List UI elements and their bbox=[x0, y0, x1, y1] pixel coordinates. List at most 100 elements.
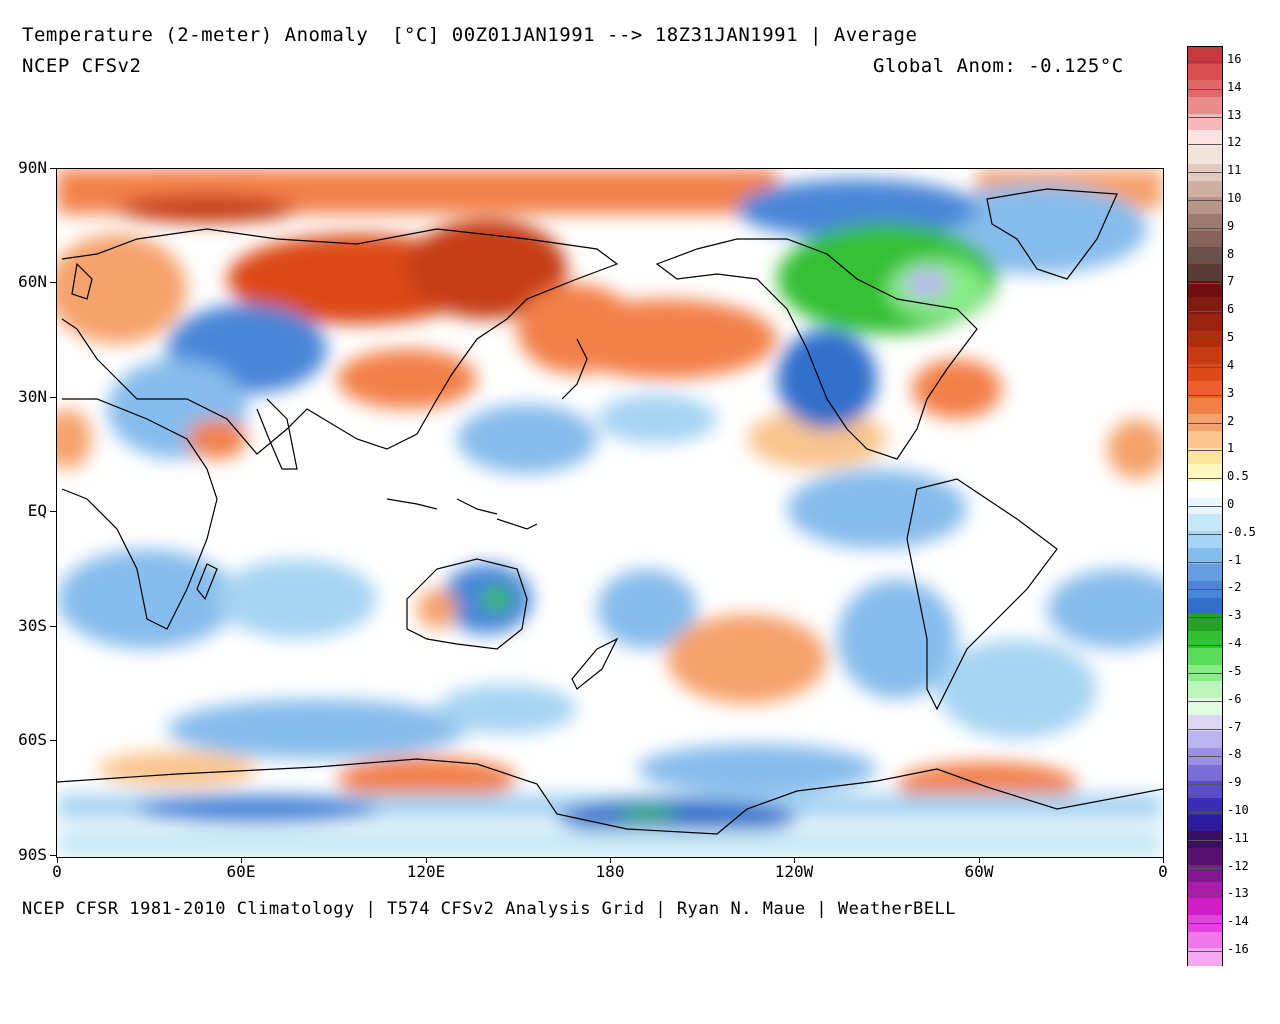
colorbar-label: 11 bbox=[1227, 163, 1242, 178]
colorbar-tick bbox=[1188, 839, 1222, 841]
colorbar-tick bbox=[1188, 700, 1222, 702]
lat-label-90s: 90S bbox=[18, 845, 47, 864]
colorbar-cell bbox=[1188, 447, 1222, 465]
colorbar-cell bbox=[1188, 714, 1222, 732]
colorbar-cell bbox=[1188, 948, 1222, 966]
lon-label-120w: 120W bbox=[774, 862, 814, 881]
colorbar-tick bbox=[1188, 756, 1222, 758]
colorbar-tick bbox=[1188, 172, 1222, 174]
lat-label-60s: 60S bbox=[18, 730, 47, 749]
colorbar-label: -6 bbox=[1227, 691, 1242, 706]
colorbar-label: -2 bbox=[1227, 580, 1242, 595]
colorbar-label: 8 bbox=[1227, 246, 1235, 261]
colorbar-cell bbox=[1188, 213, 1222, 232]
lon-tick bbox=[1163, 857, 1164, 863]
colorbar-cell bbox=[1188, 898, 1222, 916]
lat-label-eq: EQ bbox=[27, 501, 47, 520]
colorbar-cell bbox=[1188, 764, 1222, 782]
anomaly-shading bbox=[57, 169, 1163, 857]
colorbar-label: 9 bbox=[1227, 218, 1235, 233]
colorbar-tick bbox=[1188, 60, 1222, 62]
colorbar-cell bbox=[1188, 314, 1222, 332]
colorbar-cell bbox=[1188, 697, 1222, 716]
colorbar-label: 2 bbox=[1227, 413, 1235, 428]
colorbar-label: -1 bbox=[1227, 552, 1242, 567]
colorbar-tick bbox=[1188, 923, 1222, 925]
lat-tick bbox=[50, 740, 56, 741]
lon-label-0-east: 0 bbox=[1158, 862, 1168, 881]
colorbar-tick bbox=[1188, 144, 1222, 146]
lon-tick bbox=[610, 857, 611, 863]
colorbar-label: -5 bbox=[1227, 663, 1242, 678]
lon-tick bbox=[794, 857, 795, 863]
colorbar-cell bbox=[1188, 230, 1222, 248]
colorbar-cell bbox=[1188, 731, 1222, 749]
colorbar-tick bbox=[1188, 450, 1222, 452]
colorbar-tick bbox=[1188, 506, 1222, 507]
colorbar-cell bbox=[1188, 197, 1222, 215]
colorbar-tick bbox=[1188, 227, 1222, 229]
colorbar-tick bbox=[1188, 951, 1222, 953]
colorbar-tick bbox=[1188, 728, 1222, 730]
lat-tick bbox=[50, 282, 56, 283]
colorbar-cell bbox=[1188, 130, 1222, 148]
colorbar-tick bbox=[1188, 366, 1222, 368]
colorbar-label: 3 bbox=[1227, 385, 1235, 400]
colorbar-tick bbox=[1188, 672, 1222, 674]
colorbar-cell bbox=[1188, 97, 1222, 115]
colorbar-cell bbox=[1188, 347, 1222, 365]
colorbar-cell bbox=[1188, 931, 1222, 949]
colorbar-cell bbox=[1188, 647, 1222, 666]
colorbar-label: 6 bbox=[1227, 302, 1235, 317]
colorbar-cell bbox=[1188, 631, 1222, 649]
colorbar-label: -10 bbox=[1227, 803, 1249, 817]
lon-tick bbox=[426, 857, 427, 863]
colorbar-label: -0.5 bbox=[1227, 524, 1256, 539]
colorbar-cell bbox=[1188, 180, 1222, 198]
colorbar-label: -12 bbox=[1227, 858, 1249, 873]
lat-label-90n: 90N bbox=[18, 158, 47, 177]
global-anomaly-readout: Global Anom: -0.125°C bbox=[873, 55, 1124, 77]
colorbar-tick bbox=[1188, 311, 1222, 313]
colorbar-label: 1 bbox=[1227, 441, 1235, 456]
map-title: Temperature (2-meter) Anomaly [°C] 00Z01… bbox=[22, 24, 918, 46]
lon-label-60e: 60E bbox=[226, 862, 256, 881]
colorbar-tick bbox=[1188, 283, 1222, 285]
colorbar-cell bbox=[1188, 297, 1222, 315]
colorbar-cell bbox=[1188, 113, 1222, 132]
lon-label-180: 180 bbox=[595, 862, 625, 881]
colorbar-cell bbox=[1188, 681, 1222, 699]
colorbar-cell bbox=[1188, 147, 1222, 165]
colorbar-tick bbox=[1188, 589, 1222, 591]
colorbar-label: -13 bbox=[1227, 886, 1249, 901]
colorbar-label: 0 bbox=[1227, 497, 1235, 511]
colorbar-tick bbox=[1188, 867, 1222, 869]
colorbar-label: -14 bbox=[1227, 914, 1249, 929]
colorbar-cell bbox=[1188, 881, 1222, 899]
colorbar-label: 5 bbox=[1227, 330, 1235, 345]
colorbar-label: -3 bbox=[1227, 608, 1242, 623]
credits-footer: NCEP CFSR 1981-2010 Climatology | T574 C… bbox=[22, 899, 956, 919]
colorbar-cell bbox=[1188, 380, 1222, 399]
colorbar-tick bbox=[1188, 812, 1222, 813]
colorbar-label: 0.5 bbox=[1227, 469, 1249, 484]
colorbar-cell bbox=[1188, 864, 1222, 883]
colorbar-label: -8 bbox=[1227, 747, 1242, 762]
colorbar-cell bbox=[1188, 364, 1222, 382]
anomaly-field bbox=[57, 169, 1163, 857]
colorbar-tick bbox=[1188, 394, 1222, 396]
colorbar-label: 14 bbox=[1227, 79, 1242, 94]
lon-tick bbox=[57, 857, 58, 863]
colorbar-tick bbox=[1188, 617, 1222, 619]
colorbar-tick bbox=[1188, 200, 1222, 201]
colorbar-label: -9 bbox=[1227, 775, 1242, 790]
colorbar bbox=[1187, 46, 1223, 966]
colorbar-cell bbox=[1188, 814, 1222, 833]
lon-tick bbox=[979, 857, 980, 863]
colorbar-cell bbox=[1188, 47, 1222, 65]
colorbar-label: 7 bbox=[1227, 274, 1235, 289]
lat-tick bbox=[50, 511, 56, 512]
colorbar-tick bbox=[1188, 116, 1222, 118]
lat-tick bbox=[50, 397, 56, 398]
colorbar-cell bbox=[1188, 397, 1222, 415]
